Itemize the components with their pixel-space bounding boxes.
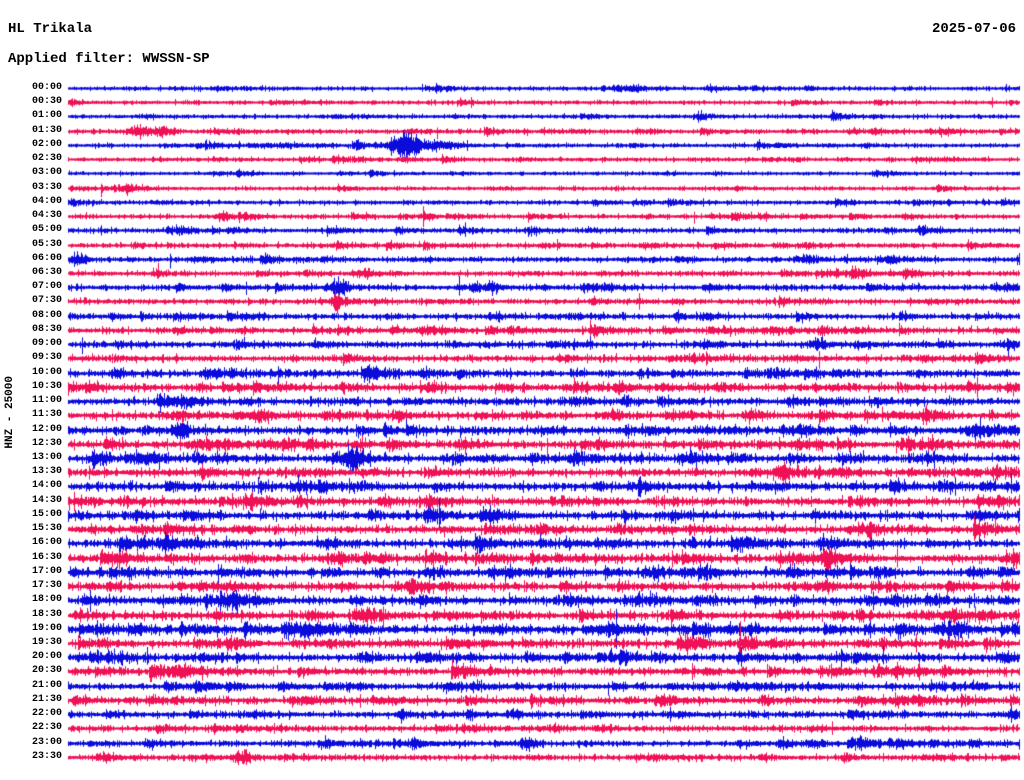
time-label: 09:30	[31, 352, 62, 364]
time-label: 21:30	[31, 693, 62, 705]
time-label: 16:00	[31, 537, 62, 549]
station-title: HL Trikala	[8, 21, 93, 37]
time-label: 06:30	[31, 266, 62, 278]
time-label: 18:00	[31, 594, 62, 606]
time-label: 20:00	[31, 651, 62, 663]
time-label: 21:00	[31, 679, 62, 691]
time-label: 06:00	[31, 252, 62, 264]
time-label: 15:00	[31, 508, 62, 520]
time-label: 07:00	[31, 281, 62, 293]
date-label: 2025-07-06	[931, 21, 1016, 37]
time-label: 22:00	[31, 708, 62, 720]
filter-label: Applied filter: WWSSN-SP	[8, 51, 210, 67]
time-label: 10:00	[31, 366, 62, 378]
time-label: 03:30	[31, 181, 62, 193]
time-label: 00:00	[31, 82, 62, 93]
time-label: 13:30	[31, 466, 62, 478]
time-label: 14:30	[31, 494, 62, 506]
time-label: 14:00	[31, 480, 62, 492]
time-label: 13:00	[31, 451, 62, 463]
time-label: 19:30	[31, 636, 62, 648]
time-label: 08:30	[31, 323, 62, 335]
time-label: 15:30	[31, 523, 62, 535]
time-label: 02:30	[31, 153, 62, 165]
time-label: 03:00	[31, 167, 62, 179]
time-label: 08:00	[31, 309, 62, 321]
time-label: 04:00	[31, 195, 62, 207]
time-label: 11:30	[31, 409, 62, 421]
time-label: 01:30	[31, 124, 62, 136]
time-label: 17:30	[31, 580, 62, 592]
time-label: 11:00	[31, 395, 62, 407]
time-label: 22:30	[31, 722, 62, 734]
time-label: 18:30	[31, 608, 62, 620]
time-label: 17:00	[31, 565, 62, 577]
time-label: 19:00	[31, 622, 62, 634]
time-label: 12:00	[31, 423, 62, 435]
time-label: 05:00	[31, 224, 62, 236]
time-label: 12:30	[31, 437, 62, 449]
time-label: 16:30	[31, 551, 62, 563]
time-label: 09:00	[31, 338, 62, 350]
time-label: 10:30	[31, 380, 62, 392]
time-label: 20:30	[31, 665, 62, 677]
time-label: 07:30	[31, 295, 62, 307]
time-label: 05:30	[31, 238, 62, 250]
time-label: 23:30	[31, 750, 62, 762]
time-label: 02:00	[31, 138, 62, 150]
time-label: 00:30	[31, 96, 62, 108]
time-label: 01:00	[31, 110, 62, 122]
time-label: 23:00	[31, 736, 62, 748]
time-label: 04:30	[31, 210, 62, 222]
time-axis: 00:00 00:30 01:00 01:30 02:00 02:30 03:00 03:30…	[0, 0, 64, 780]
